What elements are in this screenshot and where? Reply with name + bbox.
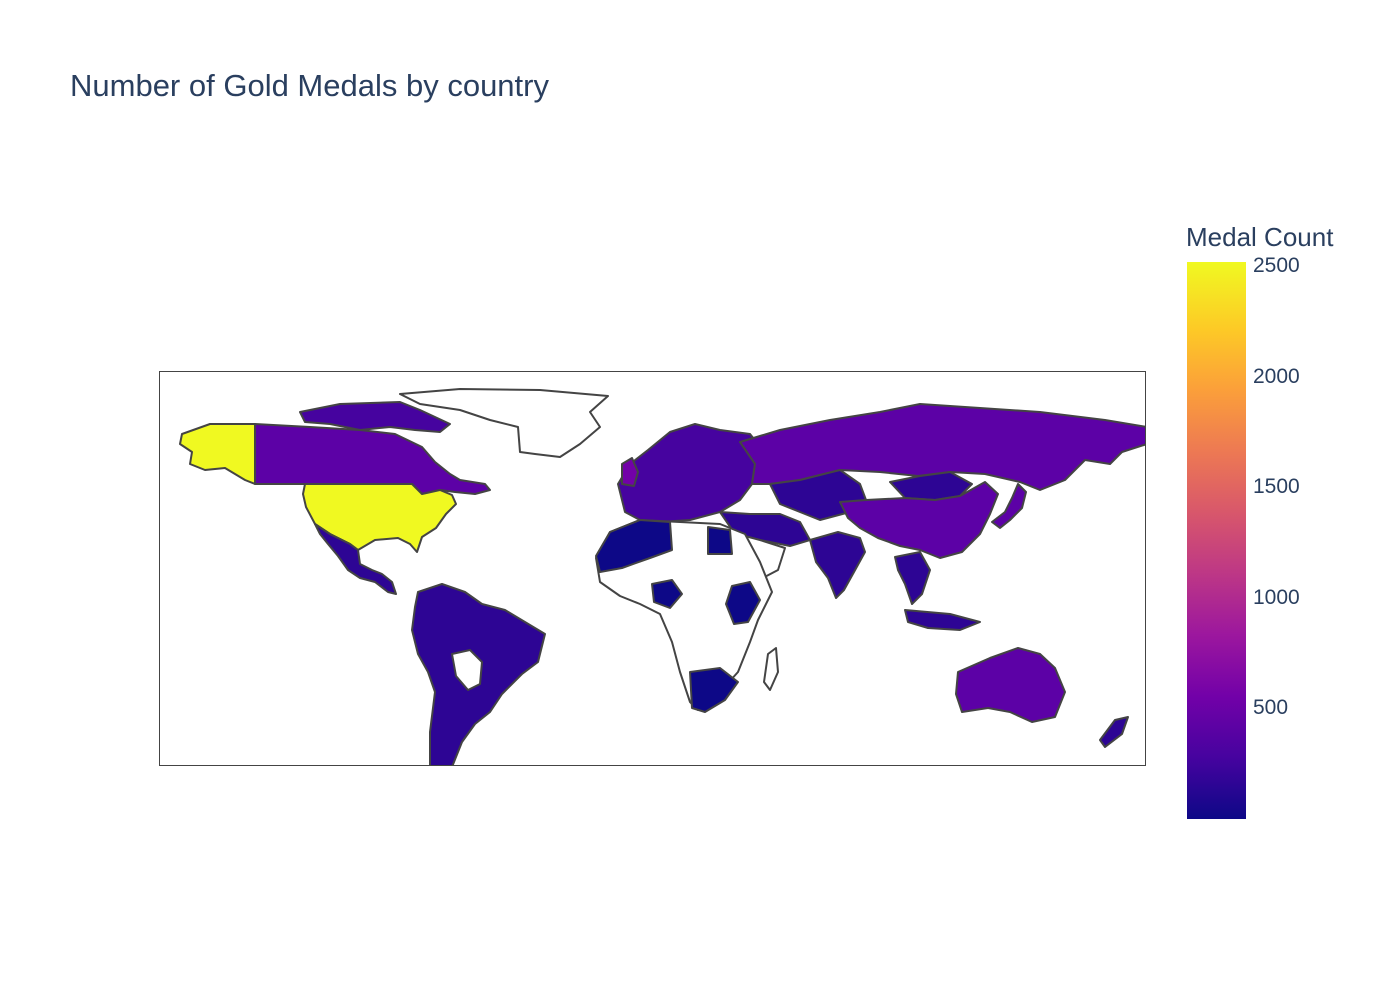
region-arctic-islands[interactable] [299, 401, 451, 433]
world-map[interactable] [159, 371, 1146, 766]
region-japan[interactable] [991, 483, 1027, 529]
region-india[interactable] [809, 531, 866, 599]
chart-title: Number of Gold Medals by country [70, 68, 549, 103]
region-new-zealand[interactable] [1099, 716, 1129, 748]
colorbar-tick-label: 1000 [1253, 585, 1300, 609]
colorbar-gradient [1187, 262, 1246, 819]
colorbar-tick-label: 500 [1253, 696, 1289, 720]
region-southeast-asia[interactable] [894, 551, 931, 605]
colorbar-tick-label: 2500 [1253, 254, 1300, 278]
region-mexico[interactable] [314, 523, 397, 595]
region-egypt[interactable] [707, 526, 733, 555]
region-united-kingdom[interactable] [621, 457, 639, 487]
region-madagascar[interactable] [763, 647, 779, 691]
region-alaska[interactable] [179, 423, 256, 485]
region-nigeria[interactable] [651, 579, 683, 609]
region-china[interactable] [839, 481, 999, 559]
region-australia[interactable] [955, 647, 1066, 723]
region-north-africa[interactable] [595, 519, 673, 573]
map-svg [179, 388, 1145, 765]
region-europe[interactable] [617, 423, 759, 523]
region-greenland[interactable] [399, 388, 609, 458]
colorbar-tick-label: 1500 [1253, 475, 1300, 499]
region-east-africa[interactable] [725, 581, 761, 625]
colorbar-tick-label: 2000 [1253, 364, 1300, 388]
colorbar-title: Medal Count [1186, 222, 1334, 252]
region-indonesia[interactable] [904, 609, 981, 631]
region-bolivia[interactable] [451, 649, 483, 691]
region-south-africa[interactable] [689, 667, 739, 713]
